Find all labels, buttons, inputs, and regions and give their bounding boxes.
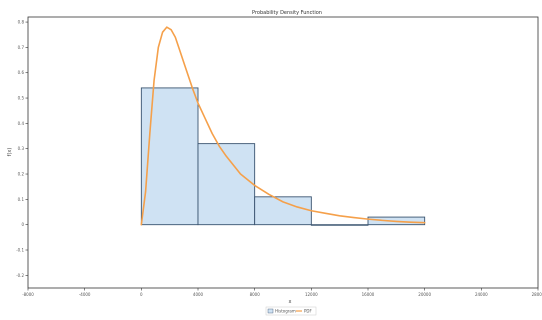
curve-layer — [140, 26, 426, 226]
x-tick-label: 0 — [140, 292, 143, 297]
y-tick-label: 0.3 — [18, 146, 25, 151]
x-tick-label: 24000 — [475, 292, 488, 297]
pdf-curve — [140, 26, 426, 226]
y-tick-label: 0.1 — [18, 197, 25, 202]
y-tick-label: 0.8 — [18, 20, 25, 25]
legend-label-pdf: PDF — [304, 309, 312, 314]
x-tick-label: 12000 — [305, 292, 318, 297]
y-tick-label: -0.1 — [16, 248, 24, 253]
x-ticks: -8000 -4000 0 4000 8000 12000 16000 20000 24000 2… — [22, 288, 542, 297]
x-tick-label: -8000 — [22, 292, 34, 297]
x-tick-label: 8000 — [250, 292, 261, 297]
x-tick-label: 28000 — [532, 292, 542, 297]
plot-frame — [27, 16, 539, 289]
legend-swatch-histogram — [267, 308, 274, 314]
histogram-bar-1 — [140, 87, 199, 226]
x-tick-label: 16000 — [362, 292, 375, 297]
x-tick-label: -4000 — [79, 292, 91, 297]
y-ticks: -0.2 -0.1 0 0.1 0.2 0.3 0.4 0.5 0.6 0.7 0.8 — [16, 20, 28, 278]
y-tick-label: -0.2 — [16, 273, 24, 278]
legend: Histogram PDF — [265, 306, 317, 316]
plot-border — [27, 16, 539, 289]
y-tick-label: 0.5 — [18, 96, 25, 101]
y-tick-label: 0.6 — [18, 70, 25, 75]
histogram-bar-4 — [310, 224, 369, 226]
x-tick-label: 20000 — [418, 292, 431, 297]
legend-box — [265, 306, 317, 316]
x-axis-label: x — [289, 299, 292, 305]
y-axis-label: f(x) — [7, 148, 13, 157]
bars-layer — [140, 87, 426, 226]
y-tick-label: 0.4 — [18, 121, 25, 126]
y-tick-label: 0.7 — [18, 45, 25, 50]
y-tick-label: 0 — [21, 222, 24, 227]
chart-title: Probability Density Function — [252, 10, 322, 16]
x-tick-label: 4000 — [193, 292, 204, 297]
legend-label-histogram: Histogram — [275, 309, 296, 314]
y-tick-label: 0.2 — [18, 172, 25, 177]
